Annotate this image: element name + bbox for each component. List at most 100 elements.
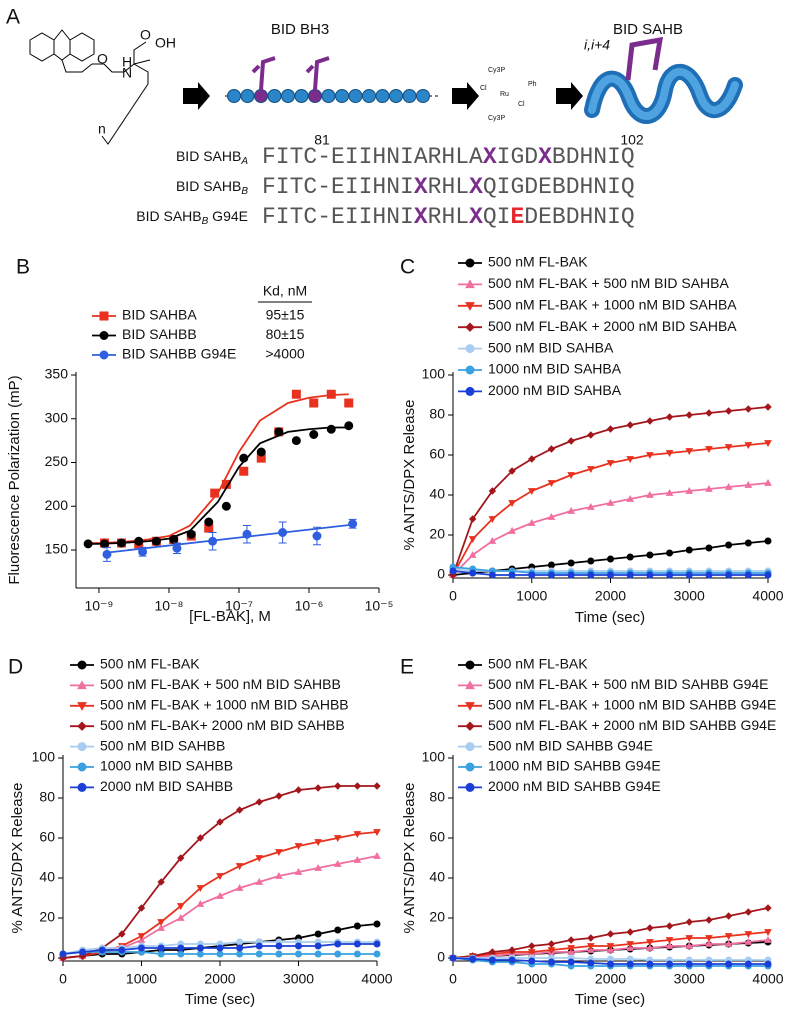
marker: [79, 948, 87, 956]
marker: [333, 835, 342, 843]
marker: [547, 958, 555, 966]
legend-marker: [99, 311, 109, 321]
marker: [275, 871, 283, 879]
marker: [606, 460, 615, 468]
marker: [725, 960, 733, 968]
marker: [275, 950, 283, 958]
marker: [685, 960, 693, 968]
x-tick-label: 10⁻⁵: [365, 598, 394, 614]
marker: [255, 798, 263, 806]
construct-title: BID SAHB: [613, 21, 683, 38]
marker: [344, 398, 354, 408]
helix-label: i,i+4: [584, 37, 610, 53]
x-tick-label: 1000: [516, 971, 547, 987]
marker: [607, 555, 614, 563]
marker: [705, 935, 713, 943]
marker: [587, 557, 595, 565]
marker: [98, 946, 106, 954]
marker: [666, 960, 674, 968]
marker: [666, 549, 674, 557]
legend-label: 2000 nM BID SAHBB G94E: [488, 778, 661, 794]
sequence: FITC-EIIHNIARHLAXIGDXBDHNIQ: [262, 144, 635, 170]
kd-value: 95±15: [266, 307, 305, 323]
marker: [665, 488, 674, 496]
marker: [606, 425, 615, 433]
marker: [587, 934, 595, 942]
y-tick-label: 0: [47, 949, 55, 965]
marker: [255, 855, 264, 863]
marker: [353, 922, 361, 930]
marker: [151, 536, 161, 546]
marker: [216, 944, 224, 952]
marker: [373, 940, 381, 948]
legend-label: 500 nM FL-BAK + 500 nM BID SAHBB G94E: [488, 676, 769, 692]
marker: [157, 919, 165, 927]
marker: [567, 945, 575, 953]
marker: [488, 487, 497, 495]
marker: [344, 421, 354, 431]
sequence: FITC-EIIHNIXRHLXQIGDEBDHNIQ: [262, 174, 635, 200]
helix: [584, 36, 743, 124]
marker: [567, 571, 575, 579]
legend-marker: [77, 762, 87, 772]
marker: [235, 806, 244, 814]
marker: [449, 567, 457, 575]
y-tick-label: 20: [429, 526, 445, 542]
marker: [725, 571, 733, 579]
marker: [567, 506, 575, 514]
bead: [375, 89, 390, 103]
marker: [666, 571, 674, 579]
legend-marker: [77, 680, 87, 690]
label-text: BID SAHB: [136, 208, 201, 224]
catalyst-label: Cy3P: [488, 67, 505, 74]
marker: [309, 430, 319, 439]
residue: DEBDHNIQ: [524, 204, 634, 230]
marker: [508, 526, 516, 534]
panel-letter: E: [400, 656, 414, 679]
x-axis-label: Time (sec): [185, 991, 255, 1008]
marker: [373, 950, 381, 958]
legend-marker: [465, 386, 475, 396]
marker: [100, 539, 110, 549]
legend-marker: [77, 782, 87, 792]
label-subscript: A: [240, 156, 248, 167]
marker: [239, 466, 249, 476]
legend-marker: [465, 258, 475, 268]
legend-marker: [465, 680, 475, 690]
marker: [646, 551, 654, 559]
marker: [586, 502, 595, 510]
marker: [353, 950, 361, 958]
y-tick-label: 200: [45, 497, 69, 513]
panel-letter: C: [400, 256, 415, 279]
label-text: BID SAHB: [176, 178, 241, 194]
marker: [606, 943, 615, 951]
marker: [725, 541, 733, 549]
legend-marker: [465, 702, 475, 711]
y-tick-label: 250: [45, 453, 69, 469]
marker: [744, 571, 752, 579]
legend-label: 500 nM FL-BAK: [488, 656, 588, 672]
marker: [196, 944, 204, 952]
bead: [335, 89, 349, 103]
marker: [138, 547, 148, 557]
marker: [744, 539, 752, 547]
fit-curve: [106, 523, 353, 554]
bead: [308, 89, 322, 103]
marker: [744, 442, 753, 450]
legend-label: 2000 nM BID SAHBA: [488, 382, 622, 398]
marker: [326, 424, 336, 434]
x-tick-label: 1000: [516, 588, 547, 604]
marker: [508, 956, 516, 964]
sequence-label: BID SAHBB: [176, 178, 248, 197]
marker: [221, 501, 231, 511]
legend-label: 500 nM BID SAHBB G94E: [488, 737, 653, 753]
residue: FITC-EIIHNI: [262, 174, 414, 200]
marker: [646, 943, 654, 951]
y-tick-label: 40: [429, 869, 445, 885]
marker: [236, 938, 244, 946]
marker: [508, 571, 516, 579]
marker: [646, 417, 654, 425]
marker: [373, 920, 381, 928]
legend-marker: [465, 365, 475, 375]
marker: [567, 559, 575, 567]
